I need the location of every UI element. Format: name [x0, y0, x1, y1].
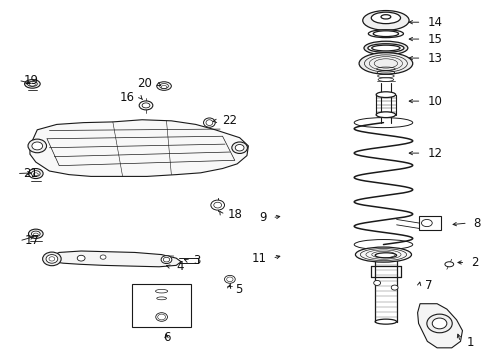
Ellipse shape [210, 200, 224, 210]
Text: 6: 6 [163, 331, 170, 344]
Ellipse shape [203, 118, 215, 127]
Ellipse shape [390, 285, 397, 290]
Ellipse shape [363, 41, 407, 55]
Text: 1: 1 [466, 336, 473, 348]
Ellipse shape [156, 313, 167, 321]
Ellipse shape [355, 247, 411, 262]
Text: 5: 5 [234, 283, 242, 296]
Ellipse shape [31, 171, 40, 176]
Text: 9: 9 [259, 211, 266, 224]
Text: 21: 21 [22, 167, 38, 180]
Ellipse shape [24, 80, 40, 88]
Ellipse shape [157, 82, 171, 90]
Ellipse shape [370, 12, 400, 24]
Ellipse shape [371, 45, 399, 51]
Ellipse shape [32, 142, 42, 150]
Ellipse shape [374, 253, 396, 258]
Ellipse shape [224, 275, 235, 283]
Ellipse shape [235, 144, 244, 151]
Ellipse shape [375, 92, 395, 98]
Ellipse shape [444, 262, 453, 267]
Text: 16: 16 [120, 91, 135, 104]
Ellipse shape [362, 10, 408, 30]
Text: 20: 20 [137, 77, 152, 90]
Bar [132, 284, 190, 327]
Ellipse shape [380, 15, 390, 19]
Ellipse shape [28, 139, 46, 153]
Text: 18: 18 [227, 208, 242, 221]
Ellipse shape [27, 81, 37, 86]
Text: 4: 4 [176, 260, 183, 273]
Text: 12: 12 [427, 147, 442, 159]
Ellipse shape [139, 101, 153, 110]
Text: 14: 14 [427, 16, 442, 29]
Ellipse shape [28, 168, 43, 179]
Text: 17: 17 [25, 234, 40, 247]
Bar [418, 216, 440, 230]
Text: 22: 22 [222, 114, 237, 127]
Polygon shape [30, 120, 248, 176]
Text: 11: 11 [251, 252, 266, 265]
Ellipse shape [77, 255, 85, 261]
Ellipse shape [42, 252, 61, 266]
Ellipse shape [421, 220, 431, 226]
Ellipse shape [431, 318, 446, 329]
Ellipse shape [358, 53, 412, 74]
Ellipse shape [426, 314, 451, 333]
Text: 19: 19 [24, 74, 39, 87]
Ellipse shape [372, 31, 398, 37]
Polygon shape [417, 304, 462, 348]
Text: 10: 10 [427, 95, 441, 108]
Text: 8: 8 [473, 216, 480, 230]
Text: 7: 7 [424, 279, 431, 292]
Ellipse shape [100, 255, 106, 259]
Ellipse shape [374, 319, 396, 324]
Ellipse shape [28, 229, 43, 238]
Ellipse shape [142, 103, 150, 108]
Ellipse shape [367, 44, 403, 52]
Ellipse shape [161, 256, 171, 264]
Text: 15: 15 [427, 32, 441, 46]
Text: 3: 3 [193, 254, 200, 267]
Ellipse shape [46, 255, 58, 263]
Text: 13: 13 [427, 51, 441, 64]
Ellipse shape [373, 280, 380, 285]
Ellipse shape [375, 112, 395, 118]
Polygon shape [49, 251, 181, 267]
Ellipse shape [367, 30, 403, 38]
Text: 2: 2 [470, 256, 478, 269]
Ellipse shape [31, 231, 40, 237]
Ellipse shape [231, 142, 247, 153]
Ellipse shape [159, 84, 168, 89]
